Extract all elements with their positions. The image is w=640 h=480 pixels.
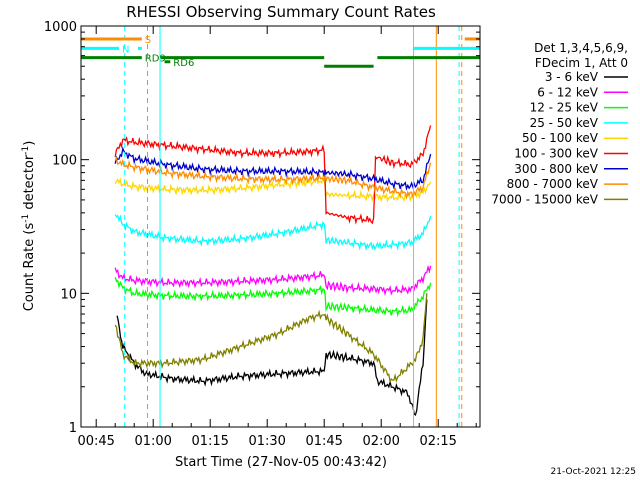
y-axis-label-sup2: -1 — [21, 146, 31, 155]
flag-label-2: RD6 — [173, 58, 194, 69]
legend-label-3: 25 - 50 keV — [530, 116, 599, 130]
chart-title: RHESSI Observing Summary Count Rates — [126, 3, 436, 21]
x-tick-label-5: 02:00 — [362, 434, 399, 449]
x-tick-label-6: 02:15 — [419, 434, 456, 449]
legend-label-4: 50 - 100 keV — [522, 131, 599, 145]
y-axis-label-sup1: -1 — [21, 214, 31, 223]
series-line-1 — [114, 264, 432, 297]
y-axis-label-part3: ) — [22, 141, 37, 146]
x-tick-label-1: 01:00 — [134, 434, 171, 449]
footer-date: 21-Oct-2021 12:25 — [551, 467, 636, 477]
y-axis-label-part2: detector — [22, 154, 37, 214]
series-line-7 — [114, 156, 432, 200]
legend-label-7: 800 - 7000 keV — [507, 177, 599, 191]
legend-header-attenuator: FDecim 1, Att 0 — [535, 56, 628, 70]
legend-label-8: 7000 - 15000 keV — [491, 192, 598, 206]
legend-header-detectors: Det 1,3,4,5,6,9, — [534, 41, 628, 55]
x-tick-label-4: 01:45 — [305, 434, 342, 449]
series-line-4 — [114, 174, 432, 203]
y-tick-label-2: 100 — [52, 154, 77, 169]
legend-label-6: 300 - 800 keV — [514, 162, 598, 176]
flag-label-3: RD9 — [145, 54, 166, 65]
series-line-5 — [114, 125, 432, 225]
x-tick-label-0: 00:45 — [77, 434, 114, 449]
series-line-3 — [114, 214, 432, 252]
x-tick-label-2: 01:15 — [191, 434, 228, 449]
series-line-0 — [116, 299, 428, 416]
y-axis-label: Count Rate (s-1 detector-1) — [21, 141, 37, 312]
flag-label-1: N — [122, 44, 129, 55]
flag-label-0: S — [145, 35, 151, 46]
series-line-8 — [114, 293, 428, 384]
legend-label-1: 6 - 12 keV — [537, 85, 599, 99]
legend: Det 1,3,4,5,6,9, FDecim 1, Att 0 3 - 6 k… — [491, 41, 628, 206]
legend-label-5: 100 - 300 keV — [514, 147, 598, 161]
series-line-6 — [114, 146, 432, 191]
series-line-2 — [114, 277, 432, 318]
y-tick-label-3: 1000 — [44, 20, 77, 35]
x-tick-label-3: 01:30 — [248, 434, 285, 449]
y-tick-label-1: 10 — [60, 287, 77, 302]
x-axis-label: Start Time (27-Nov-05 00:43:42) — [175, 455, 387, 470]
legend-label-0: 3 - 6 keV — [545, 70, 599, 84]
y-tick-label-0: 1 — [69, 421, 77, 436]
legend-label-2: 12 - 25 keV — [530, 101, 599, 115]
y-axis-label-part1: Count Rate (s — [22, 223, 37, 312]
plot-frame — [80, 25, 481, 428]
